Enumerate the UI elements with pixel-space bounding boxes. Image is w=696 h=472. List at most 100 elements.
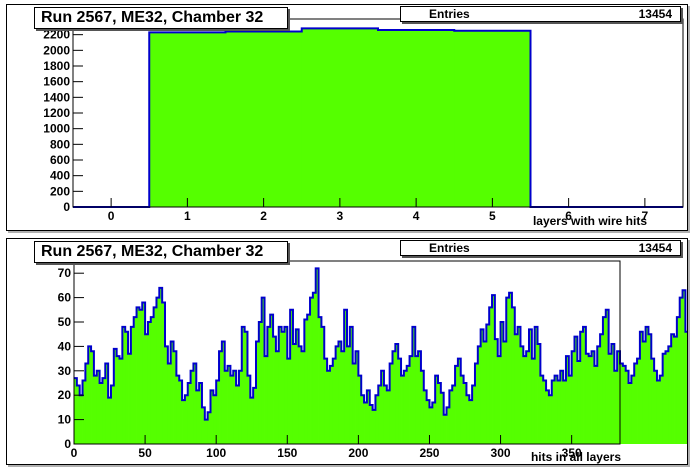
bar-2-45 — [201, 407, 206, 444]
bar-2-125 — [429, 407, 433, 444]
bar-2-113 — [395, 343, 399, 444]
bar-2-138 — [466, 395, 470, 444]
bar-2-56 — [233, 370, 237, 444]
bar-2-119 — [412, 326, 416, 444]
bar-2-14 — [113, 348, 118, 444]
bar-2-39 — [184, 395, 189, 444]
bar-2-199 — [639, 331, 644, 444]
y-tick-label-1-1400: 1400 — [43, 90, 70, 104]
bar-2-158 — [523, 356, 527, 444]
bar-2-186 — [602, 317, 607, 444]
y-tick-label-1-1800: 1800 — [43, 59, 70, 73]
bar-2-111 — [389, 363, 393, 444]
bar-2-110 — [386, 390, 391, 444]
x-axis-title-2: hits in all layers — [530, 450, 621, 464]
chart-title-2: Run 2567, ME32, Chamber 32 — [34, 241, 288, 263]
stats-box-2: Entries 13454 — [400, 240, 681, 256]
bar-2-137 — [463, 383, 467, 444]
x-tick-label-1-0: 0 — [108, 209, 115, 223]
bar-2-30 — [159, 287, 163, 444]
y-tick-label-1-1200: 1200 — [43, 106, 70, 120]
bar-2-48 — [210, 390, 214, 444]
bar-2-29 — [156, 297, 160, 444]
bar-2-97 — [349, 326, 354, 444]
y-tick-label-1-200: 200 — [50, 184, 70, 198]
y-tick-label-2-20: 20 — [58, 388, 72, 402]
bar-2-175 — [571, 351, 575, 444]
bar-2-166 — [546, 390, 550, 444]
bar-2-162 — [534, 326, 538, 444]
bar-2-3 — [82, 380, 86, 444]
x-tick-label-1-6: 6 — [565, 209, 572, 223]
bar-2-163 — [537, 343, 541, 444]
bar-2-44 — [199, 383, 203, 444]
bar-2-188 — [608, 353, 612, 444]
x-tick-label-2-350: 350 — [562, 446, 582, 460]
bar-2-154 — [511, 307, 516, 444]
y-tick-label-1-1600: 1600 — [43, 75, 70, 89]
bar-2-112 — [392, 351, 396, 444]
bar-2-168 — [551, 380, 555, 444]
bar-1-2 — [225, 31, 303, 208]
bar-2-104 — [369, 404, 373, 444]
bar-2-177 — [577, 361, 581, 444]
chart-title-1: Run 2567, ME32, Chamber 32 — [34, 7, 288, 29]
plot-svg-2: 0 10 20 30 40 50 60 70 0 50 100 150 200 250 300 350 — [58, 260, 687, 460]
bar-1-5 — [454, 30, 531, 207]
bar-2-77 — [292, 343, 297, 444]
bar-2-25 — [145, 334, 149, 444]
bar-2-133 — [452, 385, 456, 444]
y-tick-label-1-600: 600 — [50, 153, 70, 167]
bar-2-189 — [611, 343, 615, 444]
bar-2-80 — [301, 351, 305, 444]
bar-2-169 — [554, 375, 558, 444]
stats-value-2: 13454 — [638, 241, 672, 255]
bar-2-27 — [150, 317, 155, 444]
bar-2-164 — [540, 375, 544, 444]
x-tick-label-2-50: 50 — [138, 446, 152, 460]
bar-2-147 — [492, 295, 496, 444]
bar-2-89 — [327, 370, 331, 444]
bar-2-68 — [267, 326, 271, 444]
bar-2-101 — [361, 395, 365, 444]
bar-2-152 — [506, 297, 510, 444]
bar-2-215 — [685, 331, 687, 444]
bar-2-99 — [355, 351, 359, 444]
bar-2-178 — [580, 331, 584, 444]
bar-2-182 — [591, 351, 595, 444]
bar-2-145 — [486, 324, 490, 444]
bar-2-202 — [648, 334, 652, 444]
bar-2-156 — [517, 326, 521, 444]
bar-2-197 — [634, 363, 638, 444]
bar-2-106 — [375, 395, 379, 444]
y-tick-label-1-1000: 1000 — [43, 122, 70, 136]
bar-2-115 — [401, 375, 405, 444]
y-tick-label-2-30: 30 — [58, 364, 72, 378]
bar-2-179 — [583, 326, 587, 444]
x-tick-label-1-1: 1 — [184, 209, 191, 223]
bar-2-135 — [457, 358, 462, 444]
y-tick-label-2-70: 70 — [58, 266, 72, 280]
bar-2-84 — [312, 292, 317, 444]
bar-2-93 — [338, 341, 342, 444]
bar-2-211 — [674, 336, 678, 444]
bar-2-70 — [273, 336, 277, 444]
bar-2-71 — [275, 351, 280, 444]
bar-2-190 — [614, 370, 618, 444]
bar-2-118 — [409, 356, 413, 444]
bar-2-208 — [665, 351, 669, 444]
bar-2-142 — [477, 346, 482, 444]
bar-2-1 — [76, 385, 81, 444]
bar-2-150 — [500, 322, 504, 444]
bar-2-66 — [261, 297, 265, 444]
bar-2-22 — [136, 307, 140, 444]
bar-2-33 — [167, 363, 172, 444]
bar-2-9 — [99, 383, 103, 444]
bar-2-167 — [548, 395, 553, 444]
y-tick-label-1-0: 0 — [63, 200, 70, 214]
y-tick-label-1-800: 800 — [50, 137, 70, 151]
bar-2-120 — [415, 356, 419, 444]
y-tick-label-2-60: 60 — [58, 291, 72, 305]
x-tick-label-2-0: 0 — [71, 446, 78, 460]
x-tick-label-2-100: 100 — [206, 446, 226, 460]
